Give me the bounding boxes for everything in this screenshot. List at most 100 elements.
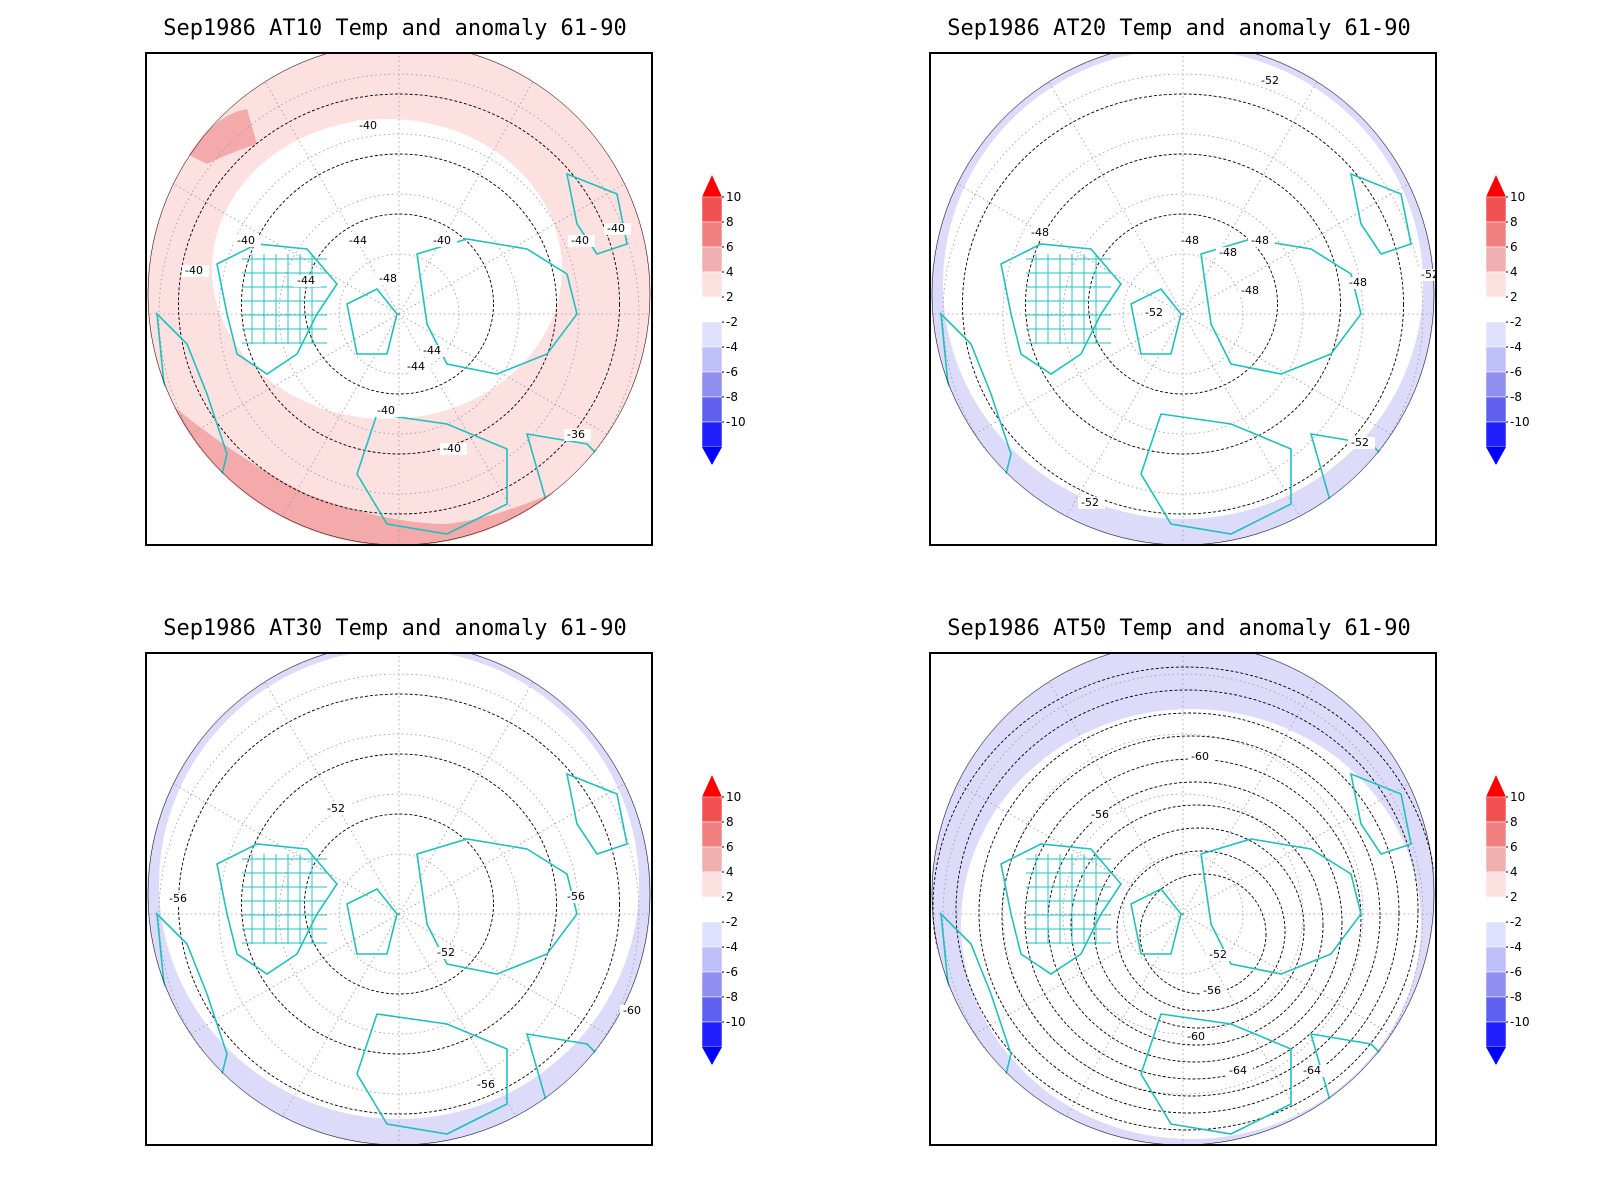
colorbar-swatch bbox=[701, 846, 723, 873]
colorbar-swatch bbox=[1485, 221, 1507, 248]
contour-label-bg bbox=[604, 223, 631, 235]
coastline bbox=[216, 843, 339, 975]
colorbar-swatch bbox=[701, 371, 723, 398]
contour-label: -48 bbox=[1031, 226, 1049, 239]
colorbar-label: -2 bbox=[1510, 315, 1522, 329]
contour-label: -40 bbox=[359, 119, 377, 132]
meridian bbox=[147, 763, 400, 915]
contour-label: -56 bbox=[567, 890, 585, 903]
colorbar-label: 8 bbox=[726, 815, 734, 829]
colorbar-label: -6 bbox=[1510, 365, 1522, 379]
temperature-contour bbox=[304, 813, 494, 995]
coastline bbox=[346, 287, 398, 355]
contour-label-bg bbox=[234, 235, 261, 247]
contour-label: -40 bbox=[571, 234, 589, 247]
temperature-contour bbox=[978, 712, 1400, 1114]
map-boundary bbox=[931, 654, 1435, 1144]
colorbar-label: 4 bbox=[1510, 865, 1518, 879]
latitude-circle bbox=[278, 193, 520, 435]
contour-label: -40 bbox=[237, 234, 255, 247]
colorbar-top-arrow bbox=[1486, 175, 1506, 197]
colorbar-swatch bbox=[1485, 396, 1507, 423]
meridian bbox=[931, 913, 1184, 1065]
contour-label-bg bbox=[1200, 985, 1227, 997]
colorbar-label: 2 bbox=[726, 890, 734, 904]
map-content bbox=[931, 654, 1435, 1144]
contour-label: -52 bbox=[1145, 306, 1163, 319]
meridian bbox=[147, 163, 400, 315]
meridian bbox=[1182, 913, 1435, 1065]
contour-label-bg bbox=[564, 891, 591, 903]
colorbar-swatch bbox=[1485, 1021, 1507, 1048]
colorbar-label: -8 bbox=[1510, 990, 1522, 1004]
contour-label: -48 bbox=[1349, 276, 1367, 289]
coastline bbox=[346, 887, 398, 955]
contour-label: -64 bbox=[1303, 1064, 1321, 1077]
contour-label: -48 bbox=[1181, 234, 1199, 247]
contour-label: -52 bbox=[1261, 74, 1279, 87]
colorbar-swatch bbox=[1485, 246, 1507, 273]
contour-label-bg bbox=[568, 235, 595, 247]
contour-label: -48 bbox=[1251, 234, 1269, 247]
panel-title: Sep1986 AT30 Temp and anomaly 61-90 bbox=[163, 616, 627, 641]
contour-label: -52 bbox=[1421, 268, 1435, 281]
meridian bbox=[398, 54, 550, 315]
contour-label-bg bbox=[324, 803, 351, 815]
colorbar-label: -10 bbox=[1510, 1015, 1530, 1029]
contour-label: -48 bbox=[379, 272, 397, 285]
contour-label-bg bbox=[1188, 751, 1215, 763]
colorbar-label: -8 bbox=[726, 390, 738, 404]
meridian bbox=[398, 763, 651, 915]
coastline bbox=[1140, 413, 1292, 535]
colorbar-label: 10 bbox=[726, 790, 742, 804]
meridian bbox=[1182, 654, 1334, 915]
meridian bbox=[1032, 313, 1184, 544]
coastline bbox=[565, 772, 628, 855]
colorbar-label: 8 bbox=[1510, 215, 1518, 229]
contour-label-bg bbox=[620, 1005, 647, 1017]
contour-label-bg bbox=[430, 235, 457, 247]
colorbar-label: 10 bbox=[726, 190, 742, 204]
temperature-contour bbox=[304, 213, 494, 395]
colorbar: 10 8 6 4 2 -2 -4 -6 -8 -10 bbox=[1484, 775, 1554, 1065]
panel-title: Sep1986 AT10 Temp and anomaly 61-90 bbox=[163, 16, 627, 41]
colorbar-bottom-arrow bbox=[1486, 1047, 1506, 1065]
colorbar-swatch bbox=[1485, 896, 1507, 923]
colorbar-swatch bbox=[1485, 846, 1507, 873]
temperature-contour bbox=[962, 93, 1404, 515]
colorbar-top-arrow bbox=[702, 175, 722, 197]
colorbar-swatch bbox=[701, 796, 723, 823]
colorbar-label: 6 bbox=[726, 240, 734, 254]
contour-label-bg bbox=[294, 275, 321, 287]
contour-label-bg bbox=[1206, 949, 1233, 961]
contour-label-bg bbox=[1178, 235, 1205, 247]
colorbar-label: -8 bbox=[726, 990, 738, 1004]
contour-label-bg bbox=[1258, 75, 1285, 87]
meridian bbox=[1182, 54, 1334, 315]
contour-label-bg bbox=[1418, 269, 1435, 281]
colorbar-label: -2 bbox=[726, 315, 738, 329]
coastline bbox=[356, 413, 508, 535]
colorbar-label: -10 bbox=[726, 1015, 746, 1029]
colorbar-swatch bbox=[1485, 421, 1507, 448]
colorbar-swatch bbox=[701, 921, 723, 948]
panel-at30: Sep1986 AT30 Temp and anomaly 61-90 -52-… bbox=[0, 600, 800, 1200]
colorbar-swatch bbox=[1485, 271, 1507, 298]
coastline bbox=[1130, 887, 1182, 955]
meridian bbox=[398, 913, 550, 1144]
temperature-contour bbox=[241, 153, 557, 455]
polar-map: -52 -56 -56 -52 -60 -56 bbox=[145, 652, 653, 1146]
temperature-contour bbox=[241, 753, 557, 1055]
colorbar-top-arrow bbox=[702, 775, 722, 797]
latitude-circle bbox=[1062, 193, 1304, 435]
colorbar-swatch bbox=[1485, 321, 1507, 348]
contour-label-bg bbox=[182, 265, 209, 277]
temperature-contour bbox=[1070, 804, 1324, 1046]
colorbar-swatch bbox=[1485, 871, 1507, 898]
colorbar-swatch bbox=[701, 196, 723, 223]
colorbar-label: 6 bbox=[726, 840, 734, 854]
meridian bbox=[1032, 654, 1184, 915]
colorbar-swatch bbox=[701, 321, 723, 348]
contour-label: -48 bbox=[1241, 284, 1259, 297]
contour-label: -52 bbox=[1209, 948, 1227, 961]
